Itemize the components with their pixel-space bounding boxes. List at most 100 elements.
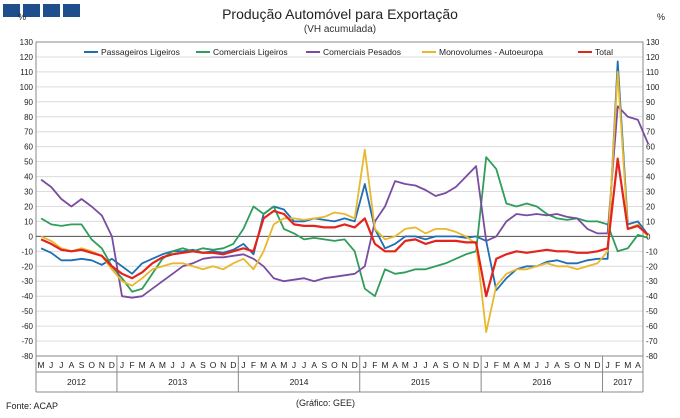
y-tick-label-right: 0 [646,232,651,241]
x-tick-label-month: A [514,360,520,370]
y-tick-label-left: 100 [20,83,34,92]
y-tick-label-right: -10 [646,247,658,256]
x-tick-label-year: 2015 [411,377,430,387]
series-line [40,71,649,334]
x-tick-label-month: J [413,360,417,370]
logo-block [3,4,20,17]
chart-subtitle: (VH acumulada) [303,24,377,35]
x-tick-label-year: 2012 [67,377,86,387]
y-tick-label-right: 120 [646,53,660,62]
left-axis-unit: % [18,12,27,22]
x-tick-label-month: F [130,360,135,370]
x-tick-label-month: S [321,360,327,370]
y-tick-label-right: 80 [646,113,655,122]
x-tick-label-month: A [554,360,560,370]
y-tick-label-left: -60 [21,322,33,331]
series-line [40,60,649,292]
y-tick-label-left: 90 [24,98,33,107]
x-tick-label-month: S [443,360,449,370]
y-tick-label-right: 70 [646,128,655,137]
logo-block [63,4,80,17]
x-tick-label-month: M [280,360,287,370]
x-tick-label-month: O [453,360,460,370]
x-tick-label-month: M [624,360,631,370]
source-note: Fonte: ACAP [6,401,59,411]
plot-frame [35,41,644,357]
y-tick-label-left: -50 [21,307,33,316]
x-tick-label-month: A [190,360,196,370]
y-tick-label-right: -20 [646,262,658,271]
x-tick-label-month: O [88,360,95,370]
y-tick-label-left: -30 [21,277,33,286]
x-tick-label-month: S [564,360,570,370]
y-tick-label-left: 40 [24,173,33,182]
y-tick-label-right: 30 [646,188,655,197]
y-tick-label-left: 10 [24,217,33,226]
x-tick-label-month: A [433,360,439,370]
x-tick-label-month: J [292,360,296,370]
x-tick-label-month: J [484,360,488,370]
x-tick-label-month: F [372,360,377,370]
x-tick-label-year: 2017 [613,377,632,387]
x-tick-label-month: D [473,360,479,370]
series-line [40,157,649,298]
x-tick-label-month: N [584,360,590,370]
x-tick-label-month: M [139,360,146,370]
right-axis-unit: % [657,12,666,22]
x-tick-label-month: J [170,360,174,370]
x-tick-label-month: S [200,360,206,370]
y-tick-label-right: 40 [646,173,655,182]
x-tick-label-month: A [271,360,277,370]
x-tick-label-month: J [120,360,124,370]
x-tick-label-month: M [38,360,45,370]
x-tick-label-month: F [615,360,620,370]
x-tick-label-month: M [503,360,510,370]
y-tick-label-right: 50 [646,158,655,167]
logo-block [43,4,60,17]
x-tick-label-month: O [574,360,581,370]
x-tick-label-month: J [59,360,63,370]
y-tick-label-left: 20 [24,202,33,211]
y-tick-label-right: -40 [646,292,658,301]
y-tick-label-left: 130 [20,38,34,47]
x-tick-label-month: D [352,360,358,370]
y-tick-label-left: 30 [24,188,33,197]
x-tick-label-month: J [545,360,549,370]
chart-title: Produção Automóvel para Exportação [222,6,458,22]
legend-label: Total [595,47,613,57]
y-tick-label-left: -80 [21,352,33,361]
y-tick-label-right: -70 [646,337,658,346]
y-tick-label-right: 110 [646,68,659,77]
y-tick-label-right: -80 [646,352,658,361]
legend-label: Comerciais Ligeiros [213,47,288,57]
y-tick-label-right: 10 [646,217,655,226]
x-tick-label-month: A [635,360,641,370]
legend-label: Passageiros Ligeiros [101,47,180,57]
x-tick-label-month: F [251,360,256,370]
x-tick-label-month: S [79,360,85,370]
x-tick-label-month: J [302,360,306,370]
y-tick-label-left: 60 [24,143,33,152]
legend-label: Monovolumes - Autoeuropa [439,47,543,57]
y-tick-label-left: -20 [21,262,33,271]
y-tick-label-right: 100 [646,83,660,92]
y-tick-label-right: 90 [646,98,655,107]
x-tick-label-month: N [99,360,105,370]
series-line [40,105,649,299]
y-tick-label-left: 120 [20,53,34,62]
x-tick-label-month: M [159,360,166,370]
logo-block [23,4,40,17]
x-tick-label-month: J [363,360,367,370]
x-tick-label-month: N [341,360,347,370]
chart-credit: (Gráfico: GEE) [296,398,356,408]
x-tick-label-month: A [150,360,156,370]
x-tick-label-month: D [230,360,236,370]
x-tick-label-month: J [49,360,53,370]
x-tick-label-month: D [109,360,115,370]
y-tick-label-right: 20 [646,202,655,211]
y-tick-label-right: -30 [646,277,658,286]
series-line [40,156,649,298]
y-tick-label-left: 50 [24,158,33,167]
x-tick-label-month: F [494,360,499,370]
